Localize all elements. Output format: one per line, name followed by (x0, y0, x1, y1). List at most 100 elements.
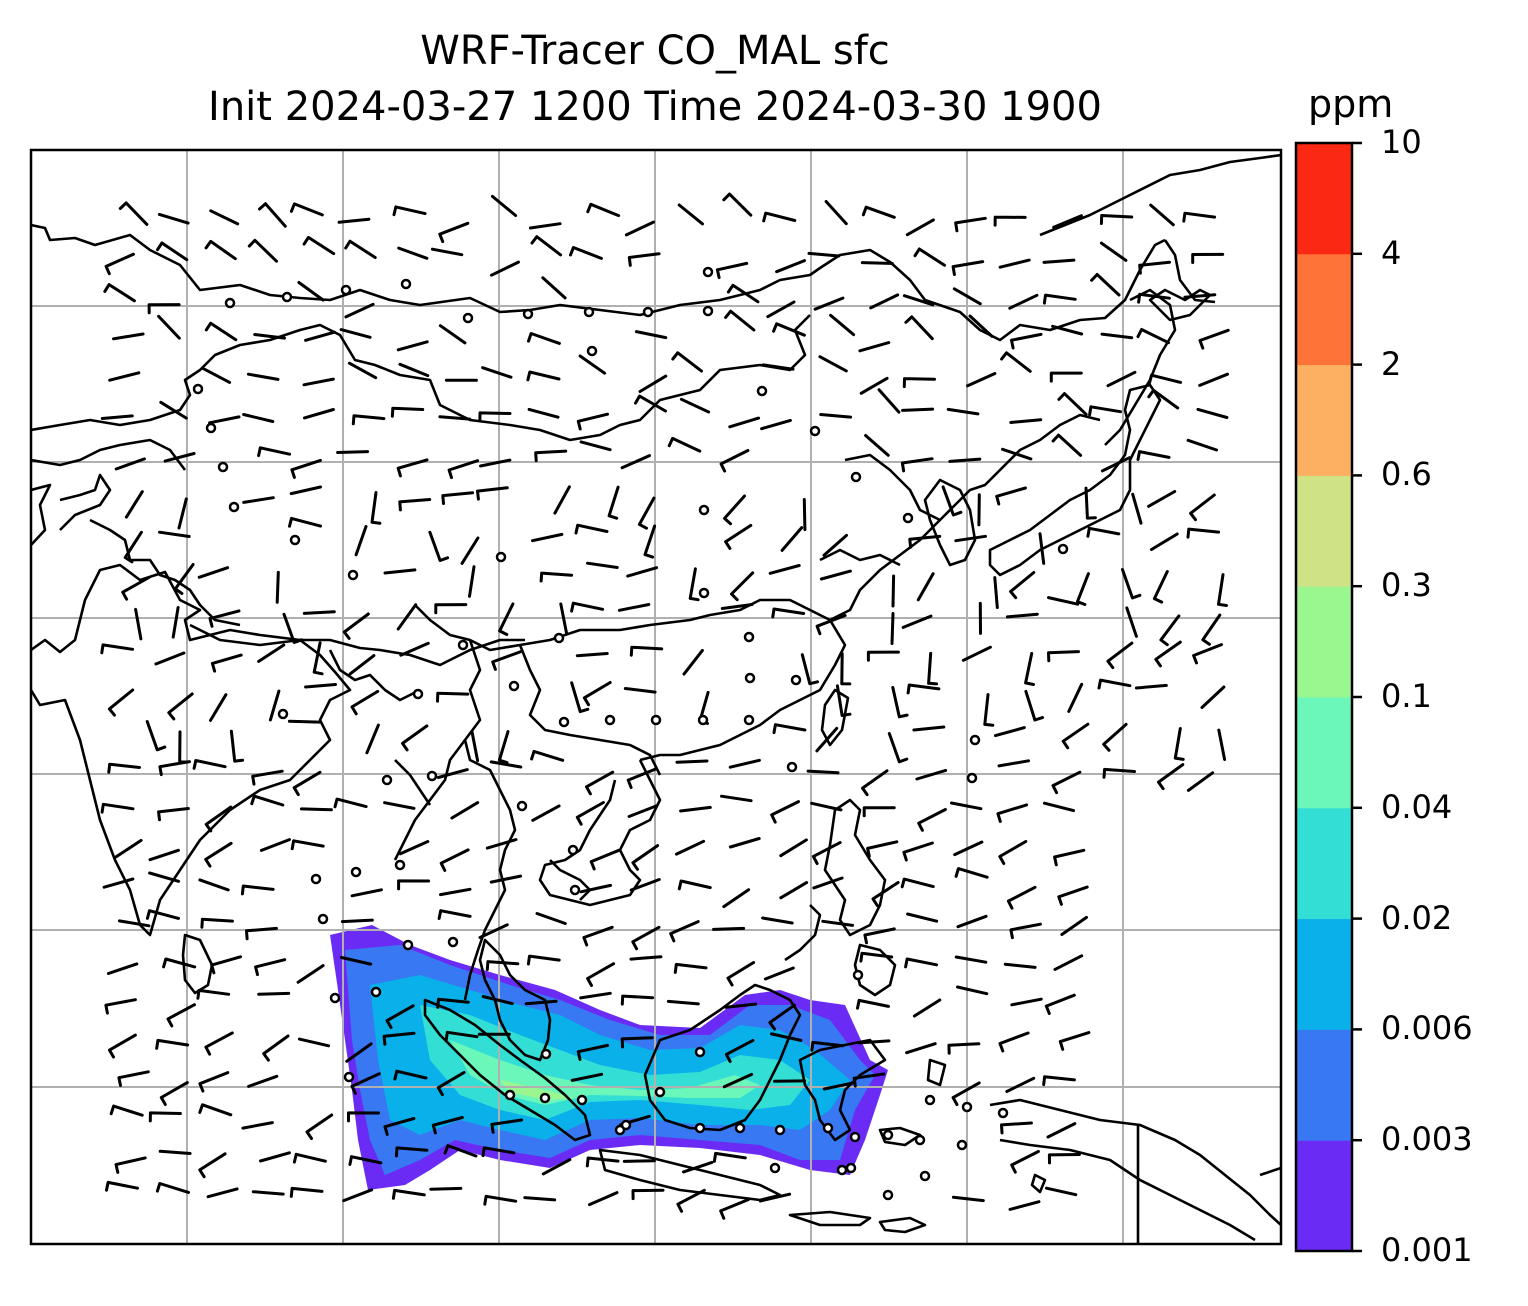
wind-barb (302, 610, 336, 615)
wind-barb (688, 567, 700, 602)
coastlines (31, 153, 1281, 1244)
wind-barb (891, 686, 909, 719)
calm-wind-marker (447, 936, 459, 948)
wind-barb (177, 497, 188, 530)
wind-barb (173, 563, 195, 595)
wind-barb (1010, 1150, 1040, 1174)
colorbar-tick-label: 0.006 (1381, 1009, 1473, 1048)
wind-barb (351, 414, 386, 426)
wind-barb (390, 406, 425, 418)
wind-barb (530, 749, 565, 762)
wind-barb (438, 415, 472, 421)
wind-barb (485, 960, 520, 971)
wind-barb (951, 260, 985, 276)
calm-wind-marker (583, 306, 595, 318)
calm-wind-marker (852, 969, 864, 981)
wind-barb (761, 916, 794, 925)
wind-barb (1008, 1200, 1041, 1211)
wind-barb (638, 374, 668, 393)
wind-barb (1157, 763, 1185, 791)
wind-barb (858, 341, 891, 353)
wind-barb (108, 1033, 137, 1059)
wind-barb (994, 726, 1026, 738)
wind-barb (479, 458, 512, 468)
wind-barb (121, 576, 151, 601)
wind-barb (862, 806, 896, 818)
wind-barb (586, 202, 621, 218)
wind-barb (1173, 727, 1185, 761)
colorbar-segment (1296, 1029, 1352, 1141)
wind-barb (877, 388, 901, 414)
wind-barb (348, 1155, 383, 1166)
wind-barb (675, 759, 709, 764)
wind-barb (107, 688, 135, 717)
wind-barb (829, 313, 856, 337)
calm-wind-marker (569, 884, 581, 896)
wind-barb (382, 1031, 416, 1046)
calm-wind-marker (604, 714, 616, 726)
calm-wind-marker (734, 1122, 746, 1134)
wind-barb (370, 491, 382, 525)
wind-barb (634, 330, 668, 340)
wind-barb (673, 962, 708, 974)
wind-barb (810, 801, 843, 812)
wind-barb (210, 955, 242, 975)
wind-barb (852, 1072, 886, 1088)
calm-wind-marker (205, 422, 217, 434)
wind-barb (204, 841, 233, 868)
wind-barb (631, 844, 660, 871)
wind-barb (401, 724, 429, 752)
wind-barb (289, 1186, 324, 1198)
wind-barb (145, 720, 167, 752)
wind-barb (337, 217, 371, 224)
wind-barb (158, 1149, 192, 1155)
wind-barb (859, 951, 894, 963)
wind-barb (109, 1104, 144, 1117)
colorbar-segment (1296, 586, 1352, 698)
wind-barb (724, 1002, 758, 1009)
wind-barb (712, 1151, 747, 1163)
wind-barb (242, 413, 275, 423)
wind-barb (527, 332, 561, 345)
wind-barb (570, 1072, 604, 1082)
wind-barb (398, 498, 432, 512)
wind-barb (998, 840, 1028, 865)
wind-barb (1008, 293, 1039, 310)
wind-barb (995, 486, 1027, 506)
wind-barb (866, 650, 900, 662)
wind-barb (1088, 405, 1122, 417)
colorbar-segment (1296, 253, 1352, 366)
wind-barb (768, 1003, 796, 1031)
wind-barb (436, 1070, 466, 1097)
wind-barb (1006, 885, 1037, 910)
wind-barb (815, 614, 847, 636)
calm-wind-marker (504, 1089, 516, 1101)
wind-barb (348, 654, 376, 676)
wind-barb (1217, 728, 1227, 761)
wind-barb (671, 351, 703, 373)
calm-wind-marker (343, 1071, 355, 1083)
wind-barb (569, 246, 603, 260)
calm-wind-marker (850, 471, 862, 483)
calm-wind-markers (192, 266, 1069, 1201)
wind-barb (1136, 328, 1170, 345)
wind-barb (162, 957, 197, 969)
wind-barb (724, 523, 753, 550)
calm-wind-marker (743, 631, 755, 643)
wind-barb (1217, 573, 1228, 607)
wind-barb (439, 887, 472, 897)
wind-barb (627, 804, 659, 818)
wind-barb (761, 363, 795, 371)
wind-barb (441, 491, 475, 505)
tracer-plume (330, 925, 888, 1190)
wind-barb (966, 372, 997, 388)
wind-barb (1047, 596, 1080, 606)
wind-barb (585, 1156, 620, 1168)
map-panel (31, 150, 1281, 1244)
wind-barb (196, 988, 231, 1000)
wind-barb (779, 838, 808, 858)
wind-barb (302, 235, 336, 256)
wind-barb (434, 603, 468, 615)
wind-barb (1047, 650, 1080, 663)
